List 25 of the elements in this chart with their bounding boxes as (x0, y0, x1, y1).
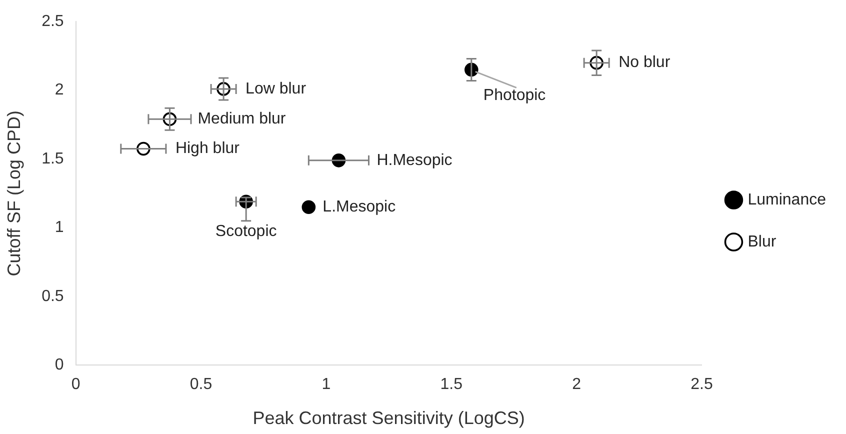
x-tick-label: 1 (322, 376, 331, 394)
legend-label: Luminance (748, 191, 826, 208)
annotation: L.Mesopic (322, 198, 396, 216)
x-tick-label: 2 (572, 376, 582, 394)
annotation: Scotopic (215, 223, 277, 240)
annotation: H.Mesopic (376, 152, 452, 169)
y-tick-label: 0 (54, 356, 64, 374)
y-tick-label: 0.5 (42, 288, 64, 305)
y-tick-label: 2 (54, 82, 64, 99)
x-tick-label: 1.5 (440, 376, 463, 394)
x-tick-label: 2.5 (690, 376, 713, 394)
y-tick-label: 2.5 (42, 13, 64, 30)
legend-label: Blur (748, 233, 777, 250)
annotation: Medium blur (198, 110, 286, 128)
annotation: Low blur (246, 80, 307, 98)
x-axis-title: Peak Contrast Sensitivity (LogCS) (252, 408, 525, 428)
y-axis-title: Cutoff SF (Log CPD) (4, 110, 24, 276)
point (302, 200, 316, 214)
annotation: Photopic (483, 87, 546, 104)
annotation: No blur (618, 54, 671, 72)
y-tick-label: 1 (54, 219, 64, 236)
x-tick-label: 0.5 (190, 376, 212, 394)
y-tick-label: 1.5 (42, 150, 64, 168)
annotation: High blur (175, 140, 240, 158)
x-tick-label: 0 (71, 376, 80, 394)
